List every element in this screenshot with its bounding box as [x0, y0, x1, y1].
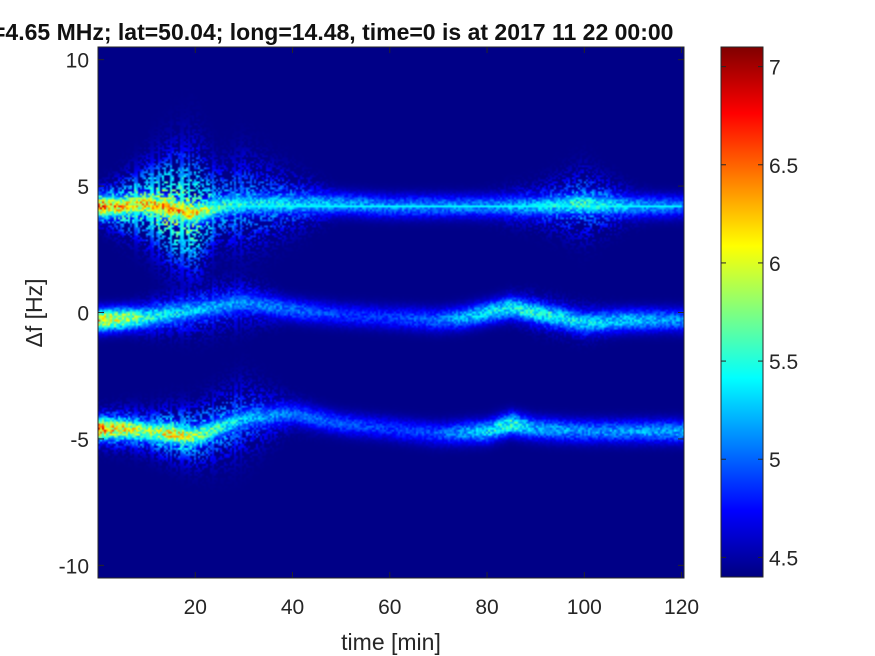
colorbar-tick-label: 5.5 [769, 351, 798, 374]
y-tick-label: 10 [66, 50, 89, 73]
y-tick-label: -5 [70, 429, 89, 452]
colorbar-tick-label: 5 [769, 449, 781, 472]
colorbar-tick-label: 4.5 [769, 547, 798, 570]
colorbar-tick-label: 6 [769, 253, 781, 276]
x-tick-label: 60 [378, 596, 401, 619]
y-tick-label: -10 [59, 555, 89, 578]
chart-title: =4.65 MHz; lat=50.04; long=14.48, time=0… [0, 19, 673, 45]
x-tick-label: 120 [664, 596, 699, 619]
colorbar-frame [720, 46, 764, 578]
spectrogram-heatmap [98, 47, 684, 578]
x-tick-label: 20 [184, 596, 207, 619]
y-axis-ticks: -10 -5 0 5 10 [59, 50, 684, 578]
colorbar-tick-label: 7 [769, 57, 781, 80]
x-axis-label: time [min] [341, 629, 441, 655]
colorbar-tick-label: 6.5 [769, 155, 798, 178]
x-tick-label: 80 [475, 596, 498, 619]
x-tick-label: 40 [281, 596, 304, 619]
colorbar-ticks: 4.5 5 5.5 6 6.5 7 [721, 57, 798, 570]
x-tick-label: 100 [567, 596, 602, 619]
y-axis-label: Δf [Hz] [21, 278, 47, 347]
colorbar [721, 47, 763, 577]
y-tick-label: 5 [77, 176, 89, 199]
x-axis-ticks: 20 40 60 80 100 120 [184, 47, 699, 619]
y-tick-label: 0 [77, 303, 89, 326]
